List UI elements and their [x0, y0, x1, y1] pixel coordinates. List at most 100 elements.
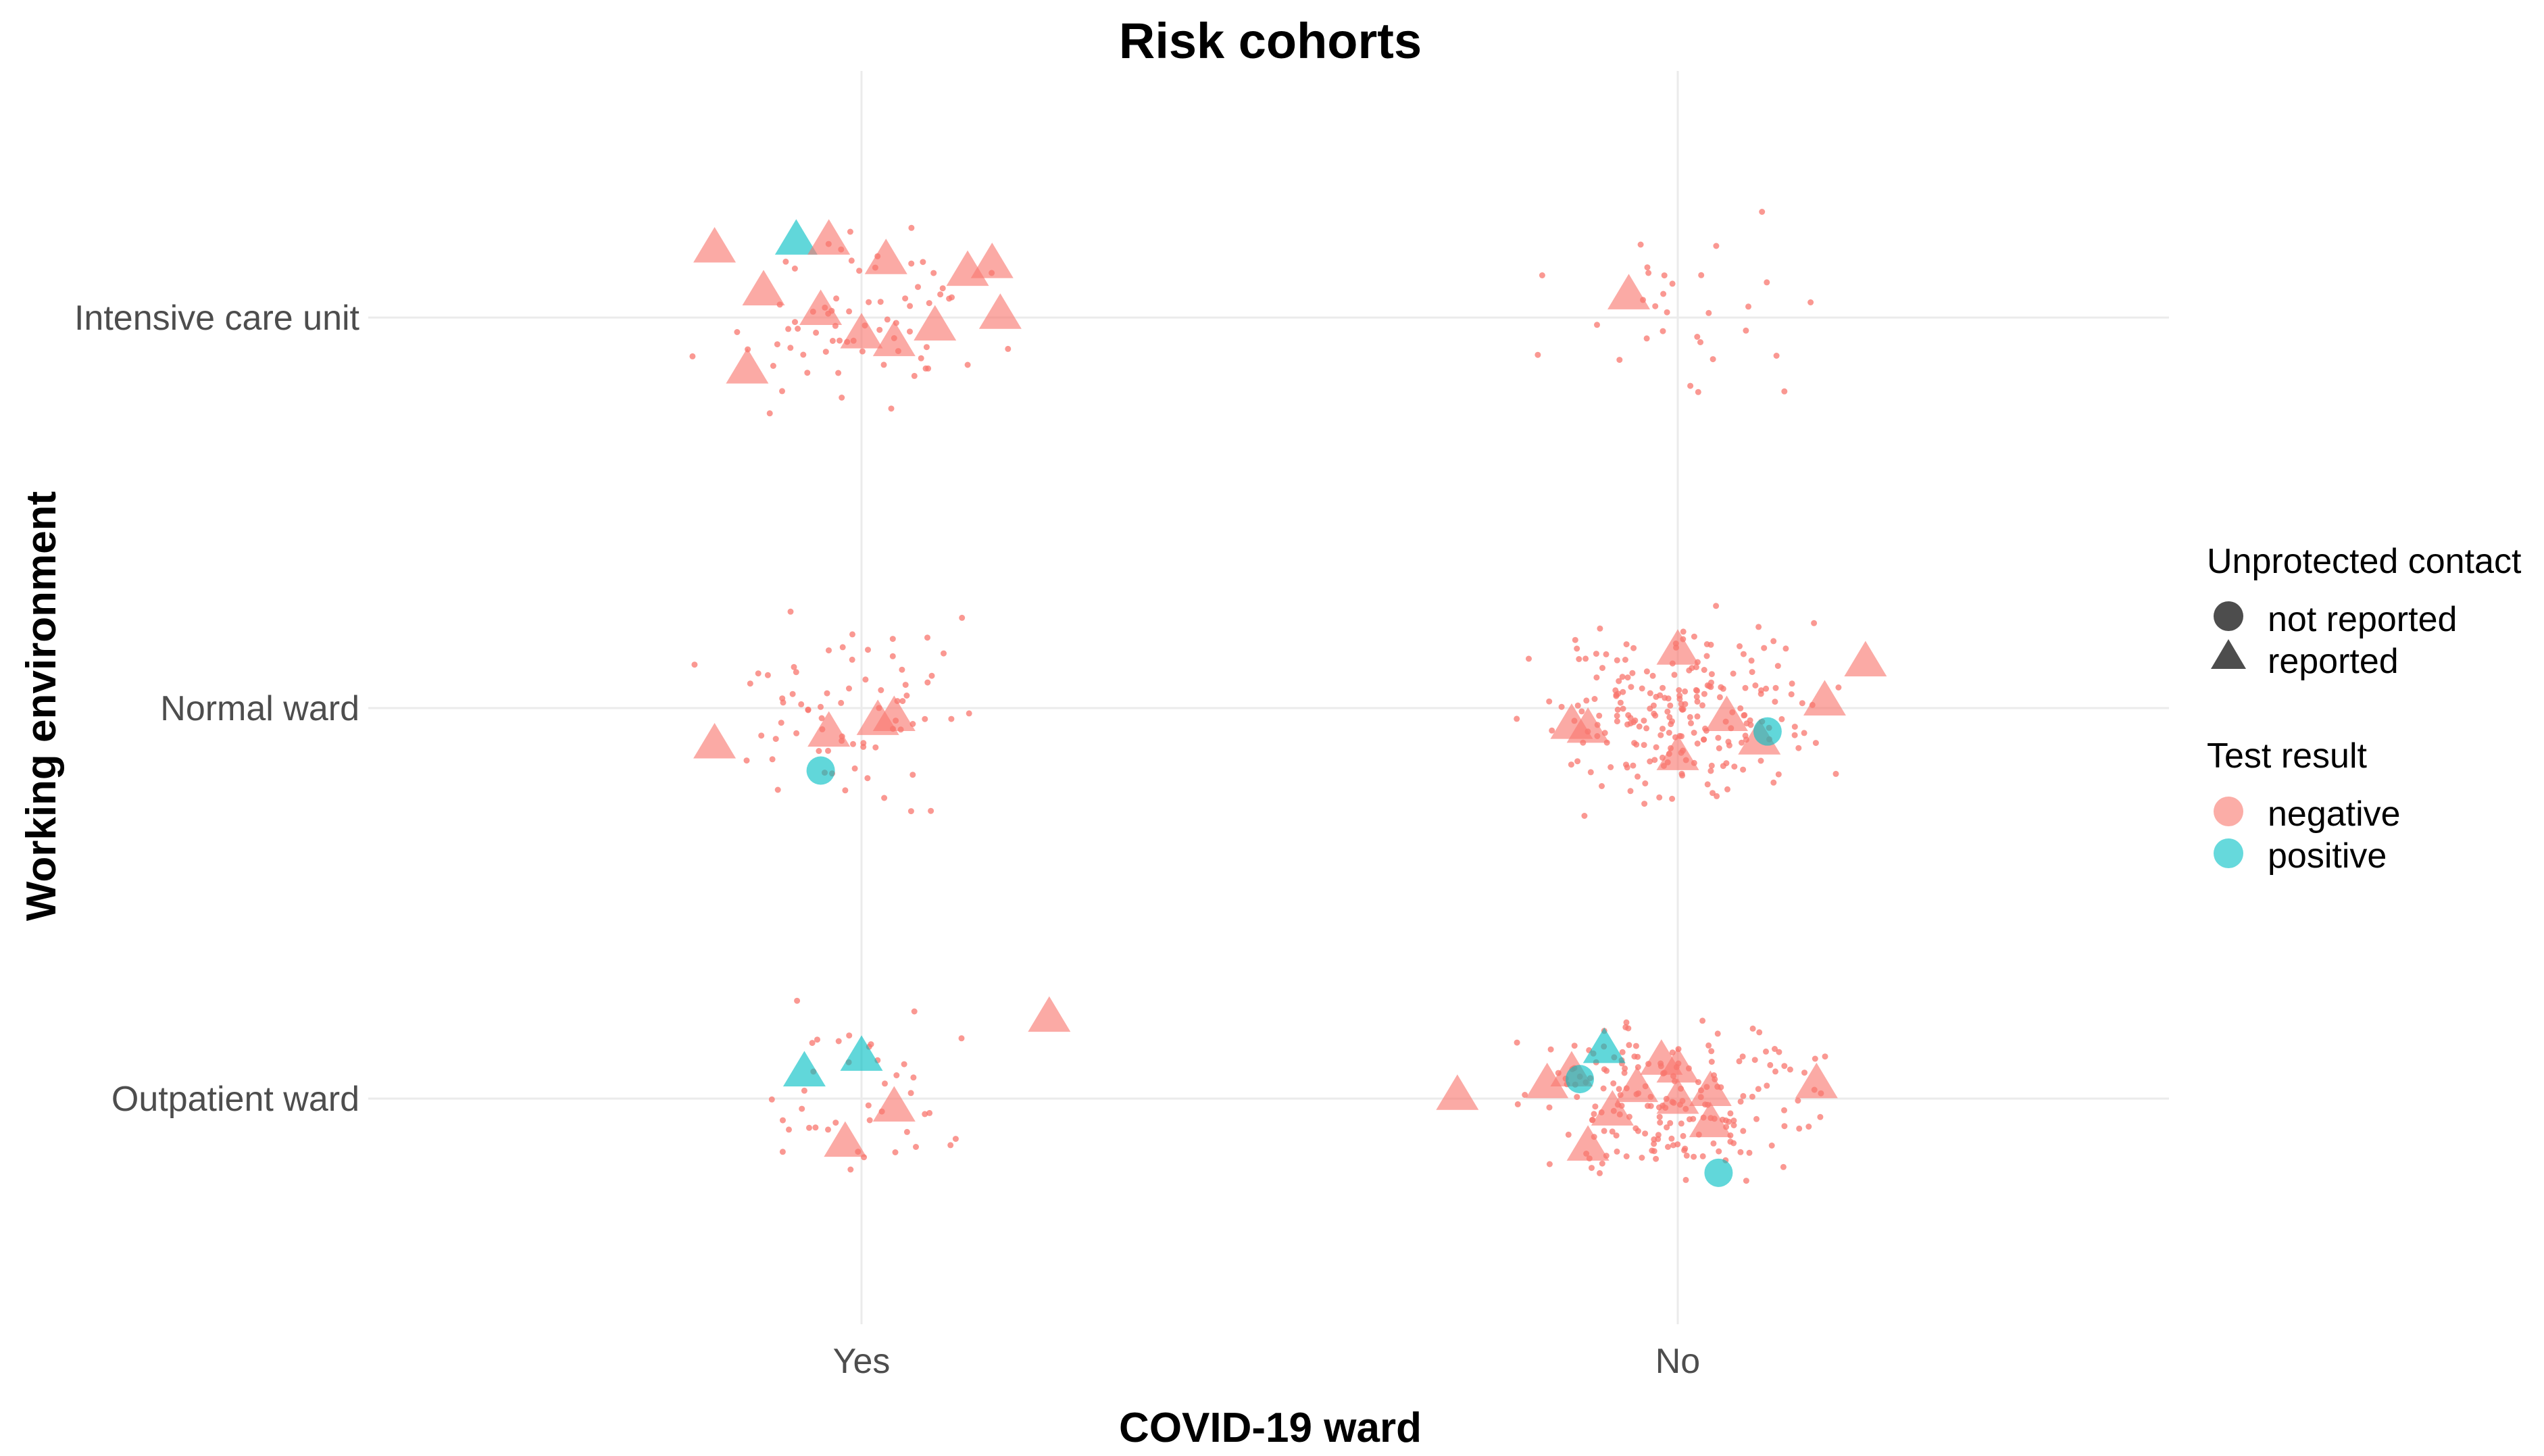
small-point [794, 997, 801, 1004]
small-point [907, 303, 914, 309]
small-point [1651, 710, 1657, 717]
small-point [1774, 663, 1781, 670]
small-point [1665, 1144, 1671, 1150]
small-point [1688, 720, 1694, 726]
small-point [1657, 1120, 1664, 1126]
small-point [1633, 741, 1640, 748]
small-point [1616, 357, 1623, 363]
small-point [792, 319, 798, 326]
small-point [1749, 1093, 1755, 1100]
small-point [1005, 345, 1012, 352]
small-point [1817, 1113, 1824, 1120]
small-point [813, 329, 820, 336]
small-point [1708, 762, 1715, 769]
small-point [1796, 1125, 1803, 1132]
small-point [1627, 715, 1634, 722]
small-point [804, 370, 811, 376]
triangle-point-negative [1028, 996, 1071, 1032]
small-point [1603, 651, 1610, 657]
small-point [1741, 711, 1748, 718]
small-point [847, 228, 853, 235]
small-point [806, 1124, 812, 1131]
small-point [1832, 770, 1839, 777]
small-point [1687, 382, 1694, 389]
small-point [860, 743, 867, 750]
small-point [920, 259, 926, 266]
small-point [1546, 1104, 1553, 1111]
legend-color-title: Test result [2207, 736, 2368, 776]
small-point [1812, 1055, 1818, 1062]
small-point [1743, 1178, 1749, 1184]
triangle-point-negative [1795, 1062, 1838, 1099]
small-point [893, 1072, 900, 1078]
small-point [847, 1166, 854, 1173]
small-point [1694, 713, 1701, 720]
triangle-point-negative [1844, 641, 1887, 677]
legend-label-positive: positive [2268, 836, 2387, 876]
small-point [1789, 680, 1795, 687]
triangle-point-negative [1616, 1066, 1659, 1103]
small-point [849, 656, 855, 663]
small-point [1682, 701, 1689, 707]
small-point [1737, 1149, 1744, 1155]
small-point [850, 740, 856, 747]
small-point [1666, 730, 1672, 736]
small-point [1594, 322, 1600, 328]
small-point [1656, 794, 1663, 801]
small-point [1660, 291, 1667, 297]
small-point [1576, 656, 1582, 662]
small-point [1603, 1068, 1610, 1074]
small-point [1772, 699, 1778, 705]
small-point [1645, 270, 1652, 276]
small-point [926, 300, 932, 307]
small-point [1781, 1107, 1787, 1113]
triangle-point-negative [1607, 274, 1651, 309]
small-point [1742, 684, 1749, 691]
small-point [1791, 724, 1798, 730]
x-tick-label: No [1655, 1342, 1700, 1381]
small-point [1662, 695, 1668, 701]
small-point [907, 808, 914, 815]
small-point [1667, 1120, 1674, 1126]
small-point [1757, 757, 1764, 764]
triangle-point-negative [1656, 734, 1699, 770]
small-point [908, 260, 915, 267]
small-point [876, 326, 883, 333]
small-point [1799, 700, 1805, 707]
small-point [1755, 1086, 1762, 1093]
small-point [1643, 668, 1650, 675]
legend-item-positive: positive [2214, 836, 2387, 876]
small-point [1695, 388, 1701, 395]
small-point [1778, 716, 1785, 722]
small-point [1639, 1155, 1645, 1161]
small-point [1621, 1070, 1628, 1076]
small-point [923, 344, 930, 351]
small-point [838, 699, 845, 706]
small-point [822, 349, 829, 355]
triangle-point-negative [1689, 1101, 1732, 1138]
small-point [1626, 1042, 1632, 1049]
small-point [1680, 628, 1687, 635]
small-point [1740, 1128, 1747, 1134]
small-point [939, 285, 946, 292]
small-point [1656, 1113, 1663, 1120]
triangle-point-negative [824, 1121, 867, 1157]
small-point [1755, 624, 1762, 630]
small-point [878, 687, 884, 693]
small-point [849, 631, 855, 638]
small-point [1669, 795, 1676, 802]
small-point [1698, 272, 1705, 278]
small-point [1795, 1097, 1801, 1104]
triangle-point-negative [799, 289, 843, 325]
small-point [1587, 769, 1594, 776]
small-point [833, 295, 840, 302]
small-point [846, 1032, 853, 1039]
legend: Unprotected contact not reported reporte… [2207, 542, 2522, 876]
small-point [1514, 1039, 1520, 1046]
small-point [1743, 327, 1749, 334]
small-point [1751, 1057, 1758, 1063]
small-point [1714, 793, 1720, 799]
small-point [1619, 674, 1626, 680]
small-point [1749, 1025, 1756, 1032]
small-point [903, 693, 910, 699]
